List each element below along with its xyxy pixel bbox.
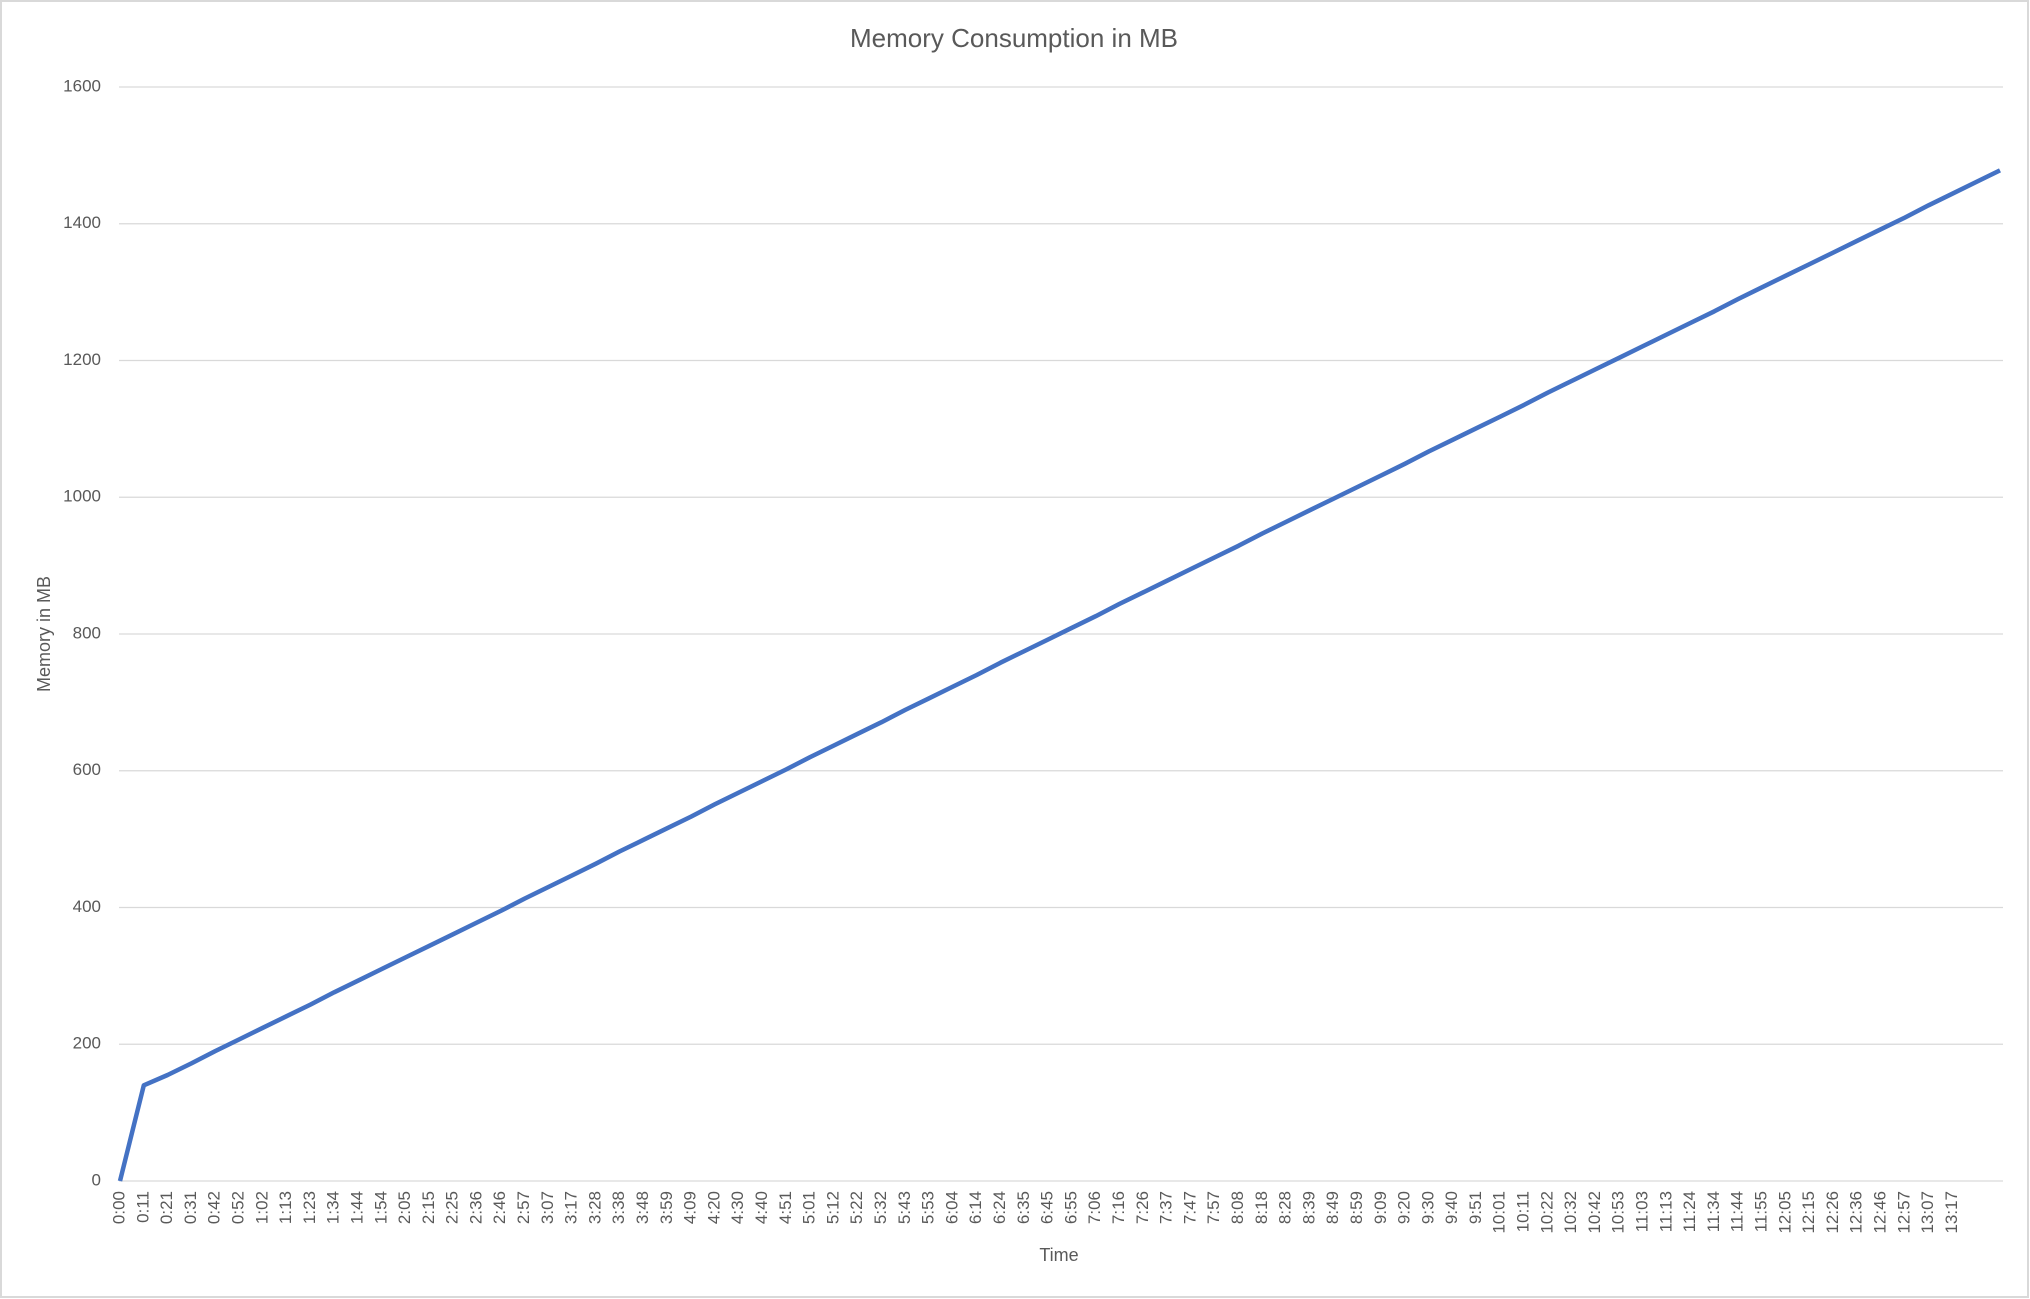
x-tick-label: 1:34 [324, 1191, 343, 1224]
x-tick-label: 4:20 [704, 1191, 723, 1224]
x-tick-label: 10:32 [1561, 1191, 1580, 1234]
x-tick-label: 6:35 [1014, 1191, 1033, 1224]
x-tick-label: 1:23 [300, 1191, 319, 1224]
x-tick-label: 8:59 [1347, 1191, 1366, 1224]
x-tick-label: 7:37 [1157, 1191, 1176, 1224]
x-tick-label: 11:44 [1728, 1191, 1747, 1232]
x-tick-label: 10:53 [1609, 1191, 1628, 1234]
x-tick-label: 12:05 [1775, 1191, 1794, 1234]
x-tick-label: 8:49 [1323, 1191, 1342, 1224]
x-tick-label: 13:07 [1918, 1191, 1937, 1234]
x-tick-label: 6:24 [990, 1191, 1009, 1224]
x-tick-label: 4:51 [776, 1191, 795, 1224]
x-tick-label: 7:47 [1180, 1191, 1199, 1224]
y-tick-label: 400 [73, 897, 101, 916]
x-tick-label: 4:30 [728, 1191, 747, 1224]
x-tick-label: 7:57 [1204, 1191, 1223, 1224]
x-tick-label: 0:21 [157, 1191, 176, 1224]
x-tick-label: 1:44 [347, 1191, 366, 1224]
x-tick-label: 6:04 [942, 1191, 961, 1224]
x-tick-label: 0:00 [109, 1191, 128, 1224]
x-tick-label: 7:16 [1109, 1191, 1128, 1224]
x-tick-label: 12:26 [1823, 1191, 1842, 1234]
x-tick-label: 0:31 [181, 1191, 200, 1224]
x-tick-label: 11:03 [1633, 1191, 1652, 1232]
x-tick-label: 1:54 [371, 1191, 390, 1224]
x-tick-label: 7:26 [1133, 1191, 1152, 1224]
x-tick-label: 12:46 [1870, 1191, 1889, 1234]
x-tick-label: 10:01 [1490, 1191, 1509, 1234]
x-tick-label: 11:34 [1704, 1191, 1723, 1232]
x-tick-label: 8:39 [1299, 1191, 1318, 1224]
x-tick-label: 12:15 [1799, 1191, 1818, 1234]
x-tick-label: 7:06 [1085, 1191, 1104, 1224]
y-tick-label: 0 [92, 1170, 101, 1189]
x-tick-label: 3:28 [585, 1191, 604, 1224]
x-tick-label: 5:32 [871, 1191, 890, 1224]
x-tick-label: 12:57 [1894, 1191, 1913, 1234]
x-tick-label: 5:53 [919, 1191, 938, 1224]
y-tick-label: 1400 [63, 213, 101, 232]
chart-title: Memory Consumption in MB [850, 23, 1178, 53]
x-tick-label: 9:30 [1418, 1191, 1437, 1224]
x-tick-label: 1:02 [252, 1191, 271, 1224]
y-axis-title: Memory in MB [34, 576, 54, 692]
x-tick-label: 6:55 [1061, 1191, 1080, 1224]
x-tick-label: 10:22 [1537, 1191, 1556, 1234]
x-tick-label: 0:42 [205, 1191, 224, 1224]
x-tick-label: 5:01 [800, 1191, 819, 1224]
x-tick-label: 6:45 [1038, 1191, 1057, 1224]
x-tick-label: 11:24 [1680, 1191, 1699, 1232]
x-tick-label: 2:25 [443, 1191, 462, 1224]
y-tick-label: 1200 [63, 350, 101, 369]
x-tick-label: 9:51 [1466, 1191, 1485, 1224]
x-tick-label: 9:20 [1395, 1191, 1414, 1224]
x-tick-label: 2:05 [395, 1191, 414, 1224]
x-tick-label: 0:52 [228, 1191, 247, 1224]
x-tick-label: 9:40 [1442, 1191, 1461, 1224]
y-tick-label: 1000 [63, 487, 101, 506]
x-tick-label: 2:57 [514, 1191, 533, 1224]
x-tick-label: 11:55 [1752, 1191, 1771, 1232]
x-tick-label: 9:09 [1371, 1191, 1390, 1224]
x-tick-label: 3:38 [609, 1191, 628, 1224]
x-tick-label: 5:12 [823, 1191, 842, 1224]
x-axis-title: Time [1039, 1245, 1078, 1265]
x-tick-label: 10:11 [1514, 1191, 1533, 1232]
x-tick-label: 0:11 [133, 1191, 152, 1223]
x-tick-label: 2:15 [419, 1191, 438, 1224]
x-tick-label: 8:28 [1276, 1191, 1295, 1224]
x-tick-label: 6:14 [966, 1191, 985, 1224]
y-tick-label: 1600 [63, 76, 101, 95]
x-tick-label: 3:59 [657, 1191, 676, 1224]
x-tick-label: 8:08 [1228, 1191, 1247, 1224]
x-tick-label: 5:43 [895, 1191, 914, 1224]
x-tick-label: 12:36 [1847, 1191, 1866, 1234]
x-tick-label: 4:09 [681, 1191, 700, 1224]
x-tick-label: 13:17 [1942, 1191, 1961, 1234]
x-tick-label: 2:46 [490, 1191, 509, 1224]
x-tick-label: 2:36 [466, 1191, 485, 1224]
data-line [117, 168, 2001, 1182]
y-tick-label: 800 [73, 623, 101, 642]
y-tick-label: 200 [73, 1034, 101, 1053]
x-tick-label: 3:07 [538, 1191, 557, 1224]
y-tick-label: 600 [73, 760, 101, 779]
x-tick-label: 10:42 [1585, 1191, 1604, 1234]
x-tick-label: 11:13 [1656, 1191, 1675, 1232]
x-tick-label: 1:13 [276, 1191, 295, 1224]
x-tick-label: 8:18 [1252, 1191, 1271, 1224]
x-tick-label: 4:40 [752, 1191, 771, 1224]
x-tick-label: 3:17 [562, 1191, 581, 1224]
x-tick-label: 3:48 [633, 1191, 652, 1224]
x-tick-label: 5:22 [847, 1191, 866, 1224]
